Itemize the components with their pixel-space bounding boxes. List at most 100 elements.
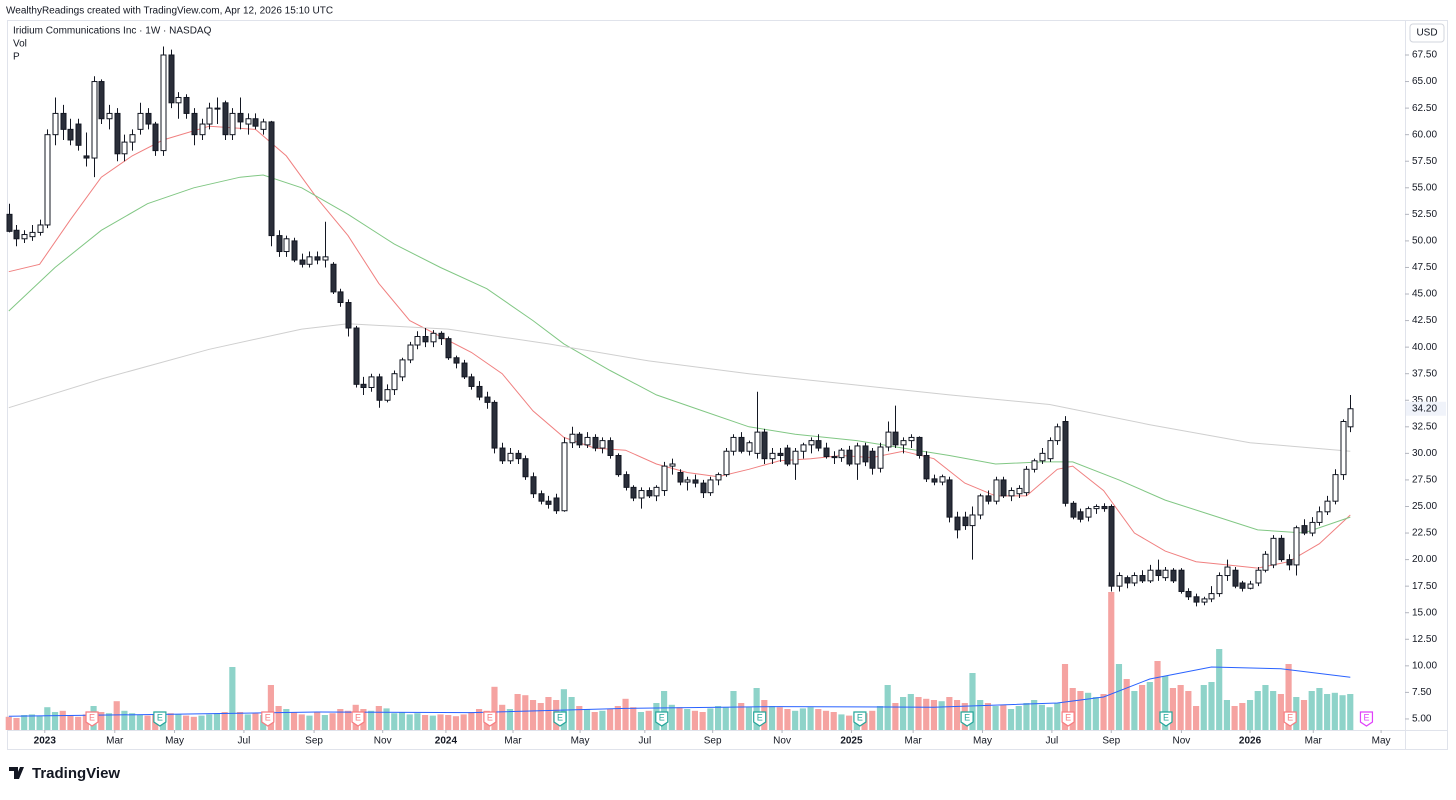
plot: 5.00 7.50 10.00 12.50 15.00 17.50 20.00 22.50 25… xyxy=(5,46,1446,747)
volume-bar xyxy=(1324,694,1331,730)
candle-body xyxy=(152,123,159,152)
volume-bar xyxy=(591,712,598,730)
candle-body xyxy=(1101,505,1108,510)
volume-bar xyxy=(468,712,475,730)
candle-body xyxy=(1070,502,1077,518)
candle-body xyxy=(700,482,707,494)
volume-bar xyxy=(1308,691,1315,730)
candle-body xyxy=(1054,426,1061,442)
candle-body xyxy=(623,474,630,488)
volume-bar xyxy=(1069,688,1076,730)
x-tick-label: Mar xyxy=(504,736,522,747)
volume-bar xyxy=(36,715,43,730)
candle-body xyxy=(1208,593,1215,600)
candle-body xyxy=(784,447,791,465)
earnings-label: E xyxy=(659,712,665,722)
candle-body xyxy=(1262,553,1269,571)
candle-body xyxy=(337,291,344,304)
candle-body xyxy=(754,431,761,454)
candle-body xyxy=(939,476,946,483)
volume-bar xyxy=(1123,679,1130,730)
earnings-label: E xyxy=(1287,712,1293,722)
x-tick-label: Mar xyxy=(905,736,923,747)
volume-bar xyxy=(1277,694,1284,730)
candle-body xyxy=(808,440,815,446)
candle-body xyxy=(1224,566,1231,577)
volume-bar xyxy=(329,713,336,730)
candle-body xyxy=(669,463,676,467)
currency-box[interactable] xyxy=(1409,23,1445,43)
volume-bar xyxy=(1038,704,1045,730)
volume-bar xyxy=(298,714,305,730)
volume-bar xyxy=(722,707,729,730)
volume-bar xyxy=(614,706,621,730)
candle-body xyxy=(145,112,152,125)
candle-body xyxy=(723,450,730,476)
candle-body xyxy=(1139,575,1146,582)
candle-body xyxy=(1216,575,1223,595)
candle-body xyxy=(1270,537,1277,566)
volume-bar xyxy=(475,709,483,730)
volume-bar xyxy=(753,688,760,730)
volume-bar xyxy=(59,710,66,730)
candle-body xyxy=(1085,508,1092,518)
y-tick-label: 20.00 xyxy=(1412,554,1437,565)
volume-bar xyxy=(714,706,722,730)
legend-p: P xyxy=(13,52,20,63)
candle-body xyxy=(1023,468,1030,494)
candle-body xyxy=(1077,511,1084,520)
x-tick-label: Jul xyxy=(238,736,251,747)
candle-body xyxy=(1301,525,1308,534)
y-tick-label: 42.50 xyxy=(1412,315,1437,326)
candle-body xyxy=(21,234,28,240)
x-tick-label: 2024 xyxy=(435,736,458,747)
volume-bar xyxy=(622,698,629,730)
volume-bar xyxy=(676,707,683,730)
candle-body xyxy=(237,112,244,123)
candle-body xyxy=(245,118,252,125)
volume-bar xyxy=(105,713,113,730)
earnings-marker xyxy=(853,711,867,727)
volume-bar xyxy=(1208,682,1215,730)
y-tick-label: 37.50 xyxy=(1412,368,1437,379)
volume-bar xyxy=(846,715,853,730)
volume-bar xyxy=(576,706,583,730)
volume-bar xyxy=(391,713,398,730)
volume-bar xyxy=(368,710,375,730)
candle-body xyxy=(769,452,776,460)
volume-bar xyxy=(1223,700,1230,730)
candle-body xyxy=(1062,420,1069,504)
volume-bar xyxy=(1162,676,1169,730)
volume-bar xyxy=(514,694,521,730)
candle-body xyxy=(1162,569,1169,579)
candle-body xyxy=(561,442,568,512)
earnings-label: E xyxy=(1163,712,1169,722)
candle-body xyxy=(414,336,421,346)
volume-bar xyxy=(568,697,575,730)
candle-body xyxy=(206,107,213,125)
earnings-marker xyxy=(1283,711,1297,727)
x-tick-label: 2025 xyxy=(840,736,863,747)
candle-body xyxy=(183,96,190,114)
candle-body xyxy=(98,81,105,120)
candle-body xyxy=(29,231,36,238)
candle-body xyxy=(1016,487,1023,495)
volume-bar xyxy=(529,700,537,730)
candle-body xyxy=(407,344,414,361)
volume-bar xyxy=(1216,649,1223,730)
volume-bar xyxy=(784,709,791,730)
candle-body xyxy=(252,118,259,127)
candle-body xyxy=(977,495,984,516)
candle-body xyxy=(137,112,144,130)
candle-body xyxy=(60,112,67,130)
volume-bar xyxy=(460,714,467,730)
volume-bar xyxy=(599,710,606,730)
y-tick-label: 40.00 xyxy=(1412,342,1437,353)
volume-bar xyxy=(630,707,637,730)
y-tick-label: 25.00 xyxy=(1412,501,1437,512)
volume-bar xyxy=(915,697,922,730)
candle-body xyxy=(1008,490,1015,497)
earnings-label: E xyxy=(557,712,563,722)
candle-body xyxy=(345,302,352,329)
